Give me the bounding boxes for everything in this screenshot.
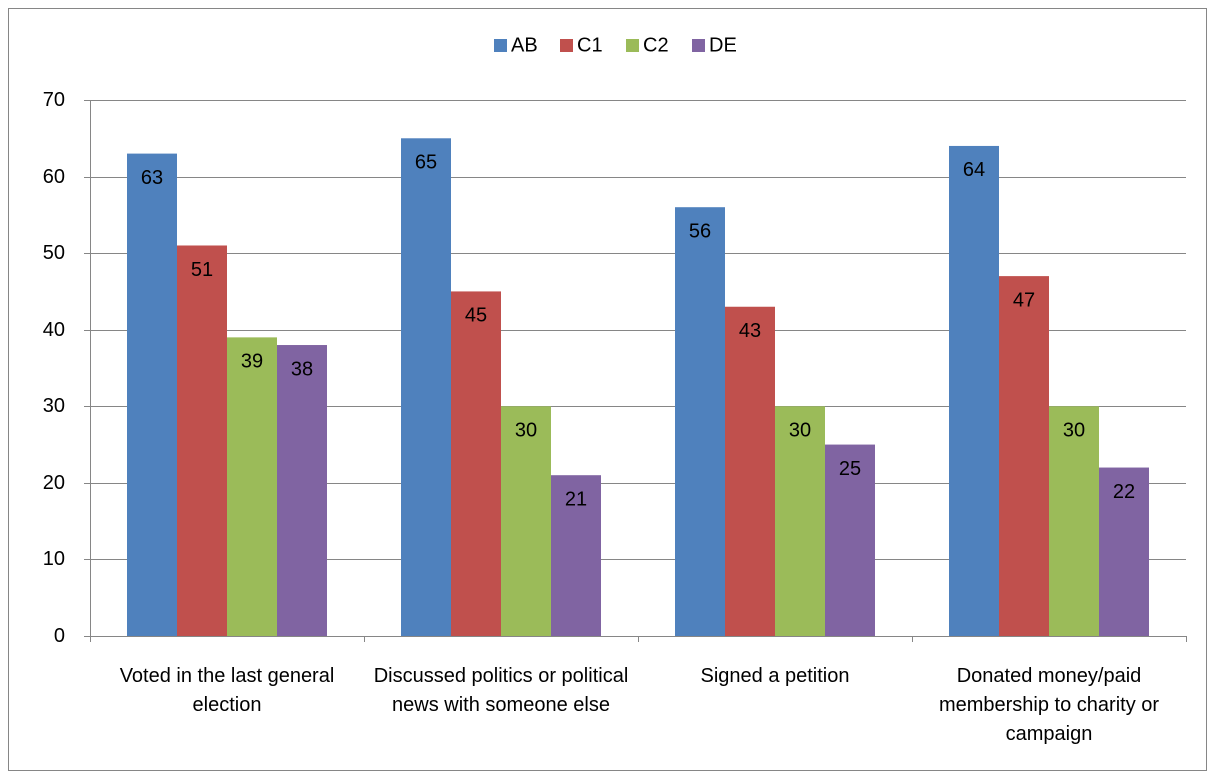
bar [999,276,1049,636]
bar [227,337,277,636]
data-label: 45 [465,305,487,327]
bar [277,345,327,636]
y-tick-label: 0 [54,625,65,647]
data-label: 30 [515,420,537,442]
data-label: 30 [1063,420,1085,442]
legend-swatch [692,39,705,52]
y-tick-label: 60 [43,166,65,188]
data-label: 43 [739,320,761,342]
bar [401,138,451,637]
legend-label: C2 [643,34,669,56]
bar [451,291,501,636]
data-label: 65 [415,152,437,174]
data-label: 51 [191,259,213,281]
data-label: 64 [963,159,985,181]
legend-swatch [494,39,507,52]
y-tick-label: 70 [43,89,65,111]
data-label: 25 [839,458,861,480]
bar [501,406,551,636]
data-label: 22 [1113,481,1135,503]
legend-label: AB [511,34,538,56]
y-tick-label: 50 [43,242,65,264]
bar [725,306,775,636]
bar [825,444,875,636]
data-label: 63 [141,167,163,189]
data-label: 30 [789,420,811,442]
bar [675,207,725,636]
y-tick-label: 10 [43,548,65,570]
bar [775,406,825,636]
y-tick-label: 20 [43,472,65,494]
legend-swatch [626,39,639,52]
y-tick-label: 30 [43,395,65,417]
x-tick-label: Donated money/paid membership to charity… [938,665,1160,745]
bar [949,145,999,636]
bar [177,245,227,636]
data-label: 56 [689,220,711,242]
data-label: 39 [241,351,263,373]
bar [1099,467,1149,636]
data-label: 21 [565,488,587,510]
legend-swatch [560,39,573,52]
x-tick-label: Discussed politics or political news wit… [373,665,629,716]
bar [1049,406,1099,636]
data-label: 38 [291,358,313,380]
bar [127,153,177,636]
y-tick-label: 40 [43,319,65,341]
x-tick-label: Voted in the last general election [119,665,335,716]
x-tick-label: Signed a petition [700,665,850,687]
bar [551,475,601,636]
data-label: 47 [1013,289,1035,311]
legend-label: DE [709,34,737,56]
legend-label: C1 [577,34,603,56]
